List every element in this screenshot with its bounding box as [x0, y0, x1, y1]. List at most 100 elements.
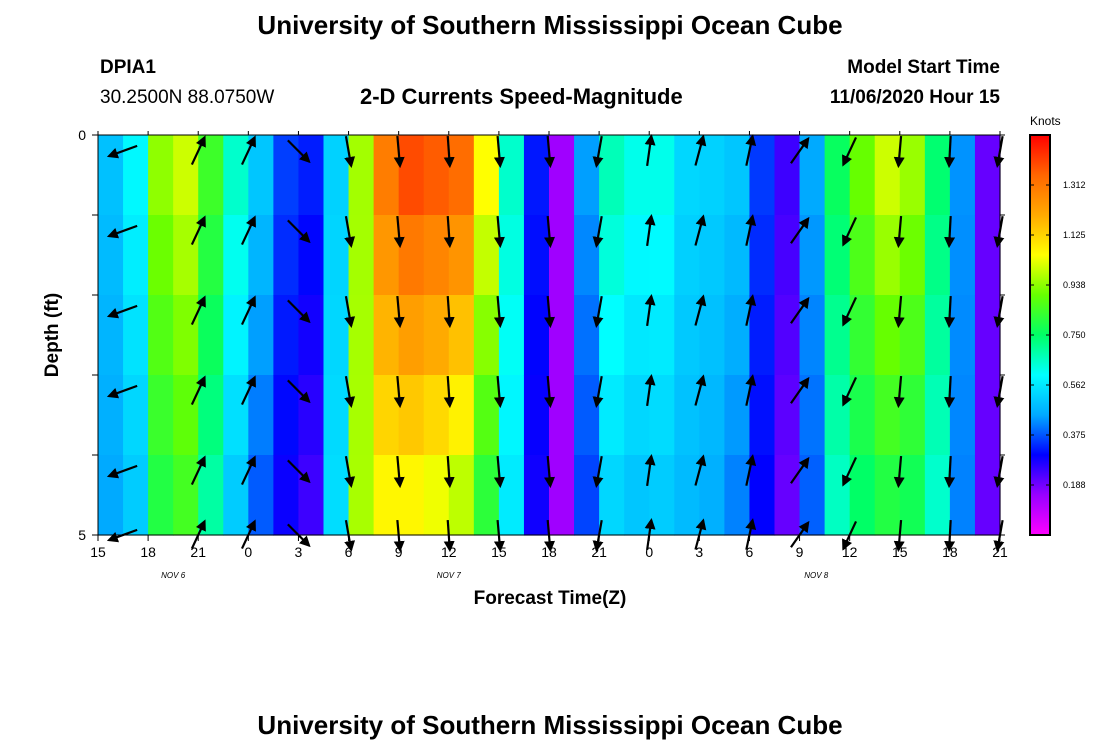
- current-vector-arrow: [106, 464, 138, 479]
- current-vector-arrow: [393, 295, 405, 329]
- heatmap-cell: [849, 375, 876, 456]
- heatmap-cell: [498, 215, 525, 296]
- heatmap-cell: [523, 455, 550, 536]
- heatmap-cell: [624, 135, 650, 216]
- heatmap-cell: [398, 455, 425, 536]
- heatmap-cell: [448, 295, 475, 376]
- heatmap-cell: [323, 135, 350, 216]
- heatmap-cell: [448, 375, 475, 456]
- heatmap-cell: [649, 375, 675, 456]
- heatmap-cell: [749, 135, 776, 216]
- current-vector-arrow: [790, 456, 810, 484]
- current-vector-arrow: [644, 373, 656, 407]
- heatmap-cell: [98, 135, 124, 216]
- x-tick-label: 21: [190, 544, 206, 560]
- heatmap-cell: [198, 215, 224, 296]
- heatmap-cell: [899, 215, 926, 296]
- x-tick-label: 18: [541, 544, 557, 560]
- heatmap-cell: [323, 455, 350, 536]
- current-vector-arrow: [745, 454, 757, 486]
- heatmap-cell: [498, 455, 525, 536]
- current-vector-arrow: [893, 135, 905, 169]
- current-vector-arrow: [544, 295, 556, 329]
- heatmap-cell: [674, 135, 700, 216]
- heatmap-cell: [173, 215, 199, 296]
- current-vector-arrow: [944, 215, 956, 249]
- heatmap-cell: [574, 135, 600, 216]
- current-vector-arrow: [644, 453, 656, 487]
- current-vector-arrow: [240, 295, 256, 326]
- heatmap-cell: [423, 455, 450, 536]
- x-tick-label: 6: [345, 544, 353, 560]
- heatmap-cell: [248, 375, 274, 456]
- y-tick-label: 5: [78, 527, 86, 543]
- heatmap-cell: [173, 375, 199, 456]
- current-vector-arrow: [443, 215, 455, 249]
- current-vector-arrow: [644, 133, 656, 167]
- heatmap-cell: [574, 215, 600, 296]
- heatmap-cell: [749, 295, 776, 376]
- x-tick-label: 18: [942, 544, 958, 560]
- current-vector-arrow: [694, 294, 707, 326]
- heatmap-cell: [223, 295, 249, 376]
- x-tick-label: 12: [441, 544, 457, 560]
- current-vector-arrow: [190, 455, 206, 486]
- heatmap-cell: [373, 135, 400, 216]
- heatmap-cell: [574, 295, 600, 376]
- current-vector-arrow: [344, 216, 356, 248]
- heatmap-cell: [674, 455, 700, 536]
- x-tick-label: 9: [796, 544, 804, 560]
- current-vector-arrow: [393, 135, 405, 169]
- current-vector-arrow: [344, 136, 356, 168]
- current-vector-arrow: [790, 296, 810, 324]
- heatmap-cell: [173, 135, 199, 216]
- heatmap-cell: [674, 295, 700, 376]
- x-tick-label: 21: [591, 544, 607, 560]
- model-start-value: 11/06/2020 Hour 15: [829, 87, 1000, 108]
- heatmap-cell: [949, 455, 976, 536]
- current-vector-arrow: [493, 215, 505, 249]
- heatmap-cell: [423, 295, 450, 376]
- heatmap-cell: [298, 215, 325, 296]
- current-vector-arrow: [393, 215, 405, 249]
- date-label: NOV 6: [161, 571, 186, 580]
- heatmap-cell: [924, 135, 951, 216]
- current-vector-arrow: [842, 376, 858, 407]
- heatmap-cell: [549, 375, 575, 456]
- current-vector-arrow: [842, 456, 858, 487]
- heatmap-cell: [348, 295, 375, 376]
- x-tick-label: 3: [695, 544, 703, 560]
- current-vector-arrow: [790, 216, 810, 244]
- heatmap-cell: [373, 215, 400, 296]
- x-tick-label: 12: [842, 544, 858, 560]
- current-vector-arrow: [790, 136, 810, 164]
- station-coordinates: 30.2500N 88.0750W: [100, 87, 275, 108]
- axes-layer: 15 18 21 0 3 6 9 12 15 18 21 0 3 6 9 12 15 18 21 NOV 6 NOV 7…: [78, 127, 1008, 580]
- heatmap-cell: [649, 455, 675, 536]
- current-vector-arrow: [493, 135, 505, 169]
- heatmap-cell: [849, 455, 876, 536]
- heatmap-cell: [749, 455, 776, 536]
- y-axis-title: Depth (ft): [42, 293, 63, 377]
- x-tick-label: 18: [140, 544, 156, 560]
- heatmap-cell: [724, 215, 751, 296]
- heatmap-cell: [98, 215, 124, 296]
- current-vector-arrow: [190, 375, 206, 406]
- current-vector-arrow: [944, 455, 956, 489]
- heatmap-cell: [298, 455, 325, 536]
- heatmap-cell: [148, 215, 174, 296]
- heatmap-cell: [949, 375, 976, 456]
- heatmap-cell: [724, 295, 751, 376]
- date-label: NOV 7: [437, 571, 462, 580]
- current-vector-arrow: [745, 134, 757, 166]
- current-vector-arrow: [694, 214, 707, 246]
- heatmap-cell: [699, 215, 725, 296]
- heatmap-cell: [323, 215, 350, 296]
- current-vector-arrow: [287, 459, 311, 484]
- x-axis-title: Forecast Time(Z): [474, 588, 627, 609]
- heatmap-cell: [774, 215, 801, 296]
- heatmap-cell: [874, 295, 901, 376]
- chart-subtitle: 2-D Currents Speed-Magnitude: [360, 84, 683, 109]
- heatmap-cell: [649, 135, 675, 216]
- x-tick-label: 6: [746, 544, 754, 560]
